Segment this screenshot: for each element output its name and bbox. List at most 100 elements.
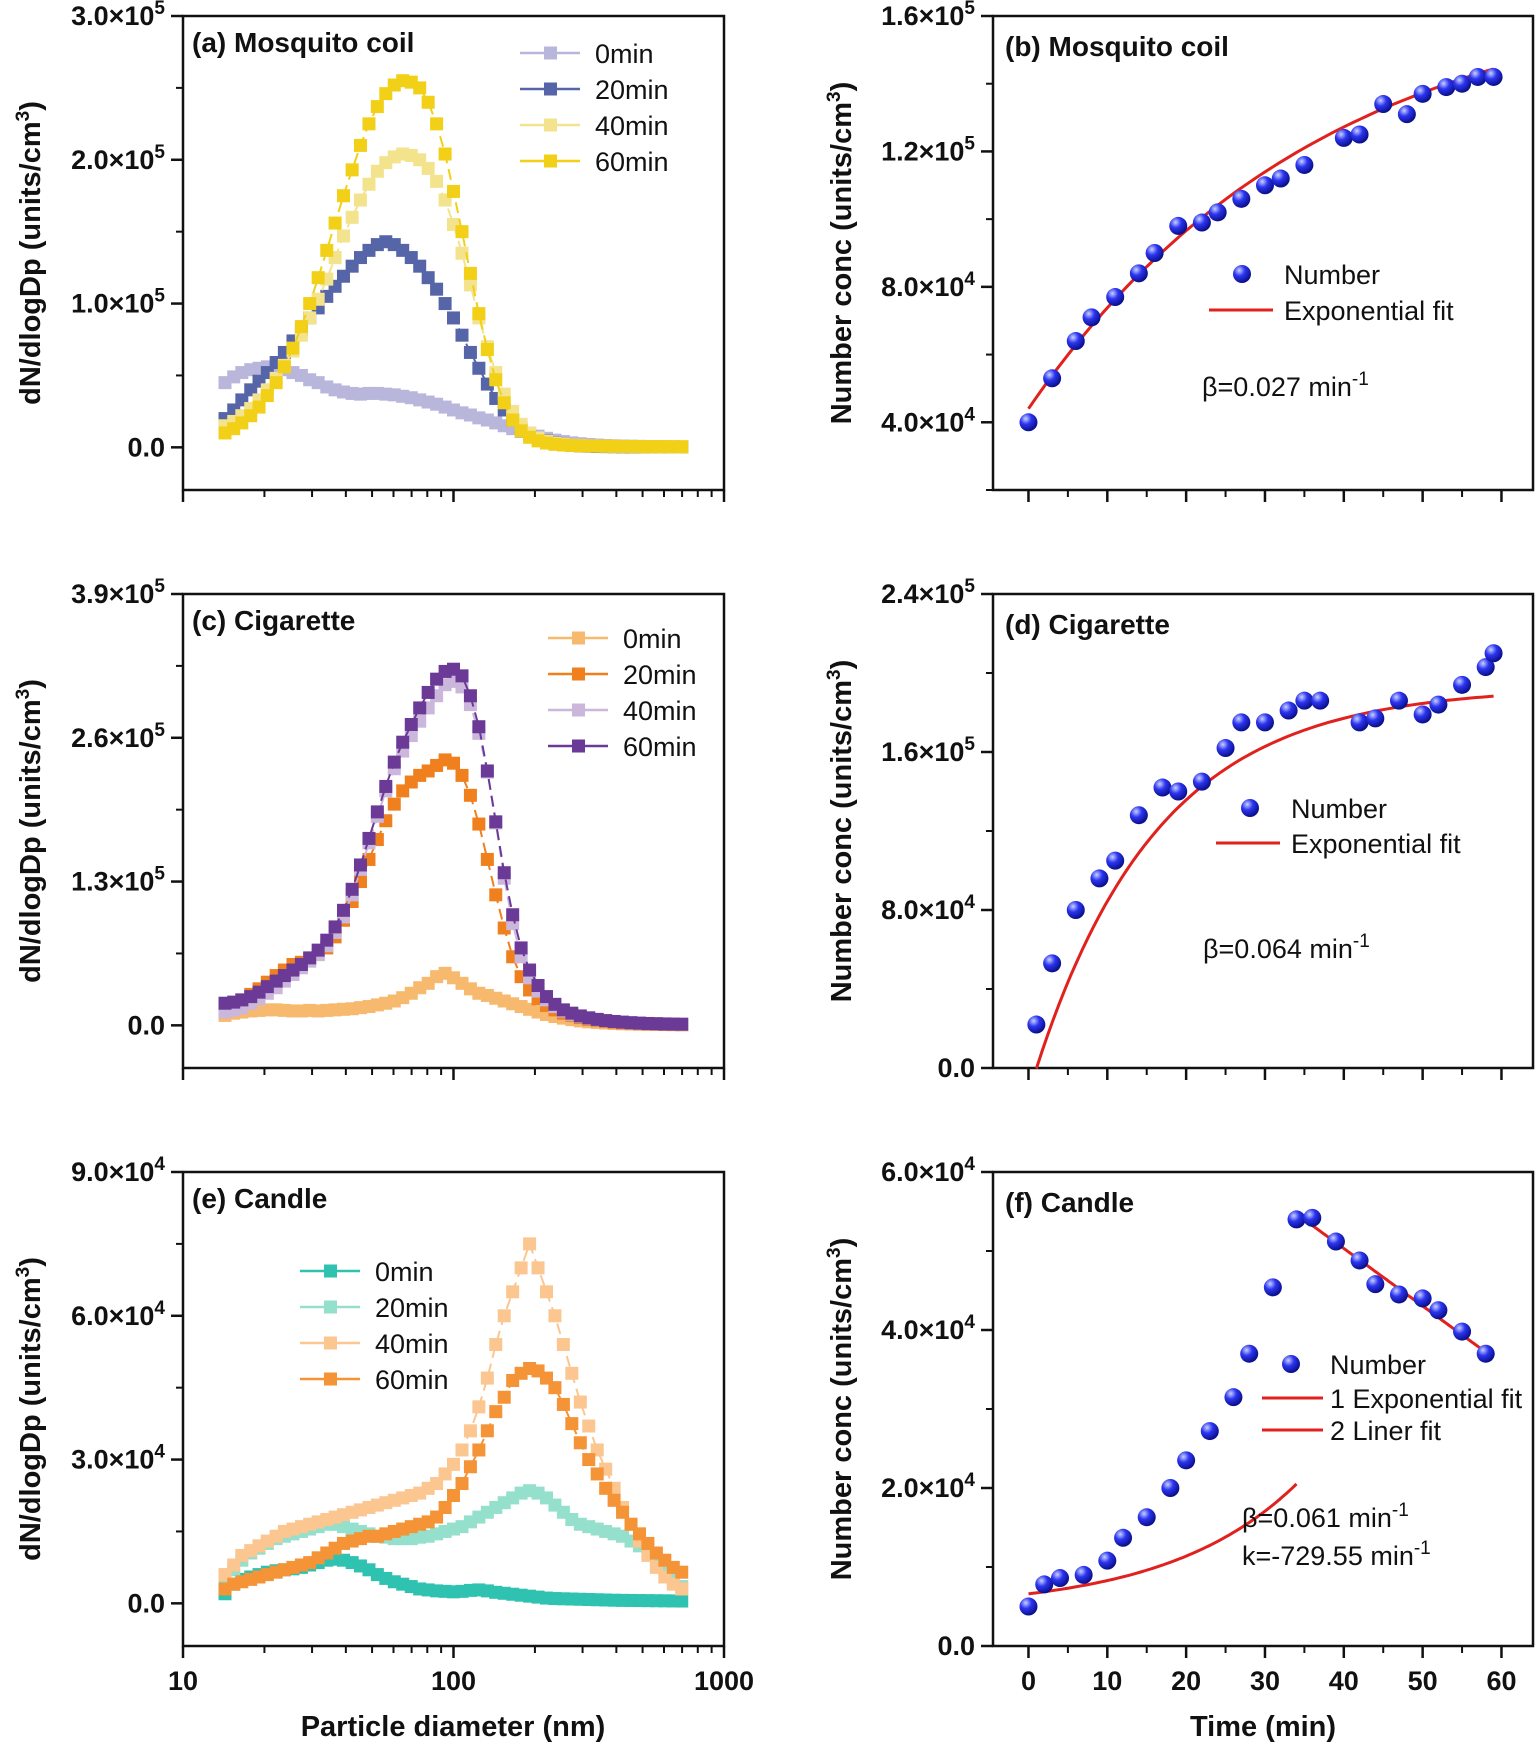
data-point	[421, 161, 435, 175]
data-point	[353, 138, 367, 152]
data-point	[455, 1477, 469, 1491]
tick-exponent: 4	[964, 269, 975, 290]
series-60min	[218, 1361, 689, 1596]
data-point	[1374, 95, 1393, 114]
data-point	[531, 979, 545, 993]
data-point	[489, 815, 503, 829]
panel-title: (e) Candle	[192, 1183, 327, 1214]
legend: 0min 20min 40min 60min	[520, 39, 669, 177]
data-point	[370, 100, 384, 114]
x-tick-label: 50	[1408, 1666, 1438, 1696]
y-axis-title-sup: 3	[824, 669, 845, 680]
legend-marker	[324, 1264, 337, 1278]
data-point	[472, 361, 486, 375]
tick-exponent: 5	[154, 720, 165, 741]
data-point	[1232, 189, 1251, 208]
data-point	[497, 866, 511, 880]
tick-mantissa: 1.2×10	[881, 136, 964, 166]
tick-mantissa: 2.6×10	[71, 723, 154, 753]
y-tick-label: 3.0×105	[71, 0, 165, 31]
data-point	[582, 1419, 596, 1433]
series-40min	[218, 1237, 689, 1596]
plot-frame	[991, 14, 1535, 492]
annotation: β=0.064 min-1	[1203, 931, 1370, 964]
legend-marker	[544, 118, 557, 132]
tick-mantissa: 6.0×10	[881, 1157, 964, 1187]
data-point	[1255, 713, 1274, 732]
y-tick-label: 1.0×105	[71, 286, 165, 319]
y-tick-label: 4.0×104	[881, 1312, 975, 1345]
data-point	[320, 933, 334, 947]
data-point	[472, 307, 486, 321]
tick-mantissa: 6.0×10	[71, 1301, 154, 1331]
tick-mantissa: 4.0×10	[881, 1315, 964, 1345]
legend-label: 0min	[375, 1257, 434, 1287]
data-point	[1137, 1508, 1156, 1527]
data-point	[311, 271, 325, 285]
legend-label: 60min	[595, 147, 669, 177]
data-point	[1279, 701, 1298, 720]
data-point	[1437, 78, 1456, 97]
data-point	[421, 685, 435, 699]
data-point	[413, 81, 427, 95]
data-point	[463, 1460, 477, 1474]
data-point	[421, 271, 435, 285]
y-tick-label: 9.0×104	[71, 1154, 165, 1187]
data-point	[463, 1424, 477, 1438]
series-line	[224, 758, 682, 1026]
data-point	[1350, 125, 1369, 144]
data-point	[1389, 1285, 1408, 1304]
data-point	[523, 1237, 537, 1251]
legend-label: 0min	[623, 624, 682, 654]
annotation-sup: -1	[1392, 1500, 1409, 1521]
data-point	[1287, 1210, 1306, 1229]
data-point	[1169, 782, 1188, 801]
legend-label: 20min	[595, 75, 669, 105]
annotation-text: k=-729.55 min	[1242, 1541, 1414, 1571]
legend-marker	[1282, 1355, 1300, 1373]
data-point	[675, 1565, 689, 1579]
data-point	[573, 1436, 587, 1450]
y-axis-title-sup: 3	[13, 111, 34, 122]
tick-mantissa: 2.4×10	[881, 579, 964, 609]
annotation-sup: -1	[1414, 1538, 1431, 1559]
legend-marker	[1241, 799, 1259, 817]
data-point	[336, 189, 350, 203]
tick-exponent: 5	[964, 0, 975, 19]
tick-mantissa: 0.0	[127, 432, 165, 462]
data-point	[1066, 332, 1085, 351]
data-point	[362, 831, 376, 845]
data-point	[506, 413, 520, 427]
data-point	[531, 1261, 545, 1275]
data-point	[336, 903, 350, 917]
y-axis-title: Number conc (units/cm3)	[824, 660, 858, 1003]
fit-line	[1028, 1482, 1298, 1596]
legend-label: Number	[1330, 1350, 1426, 1380]
tick-exponent: 4	[154, 1442, 165, 1463]
legend-marker	[572, 667, 585, 681]
data-point	[252, 400, 266, 414]
data-point	[1263, 1278, 1282, 1297]
data-point	[480, 1424, 494, 1438]
annotation-text: β=0.027 min	[1202, 372, 1352, 402]
data-point	[353, 193, 367, 207]
fit-line	[1034, 694, 1494, 1069]
annotation: β=0.061 min-1	[1242, 1500, 1409, 1533]
tick-mantissa: 1.6×10	[881, 737, 964, 767]
data-point	[1169, 216, 1188, 235]
legend-label: 20min	[375, 1293, 449, 1323]
data-point	[1413, 1289, 1432, 1308]
data-point	[362, 117, 376, 131]
series-60min	[218, 74, 689, 454]
legend-label: Exponential fit	[1284, 296, 1454, 326]
legend-marker	[544, 154, 557, 168]
legend-label: 1 Exponential fit	[1330, 1384, 1523, 1414]
data-point	[303, 297, 317, 311]
data-point	[1303, 1208, 1322, 1227]
y-tick-label: 1.6×105	[881, 0, 975, 31]
data-point	[497, 396, 511, 410]
data-point	[396, 735, 410, 749]
data-point	[489, 888, 503, 902]
